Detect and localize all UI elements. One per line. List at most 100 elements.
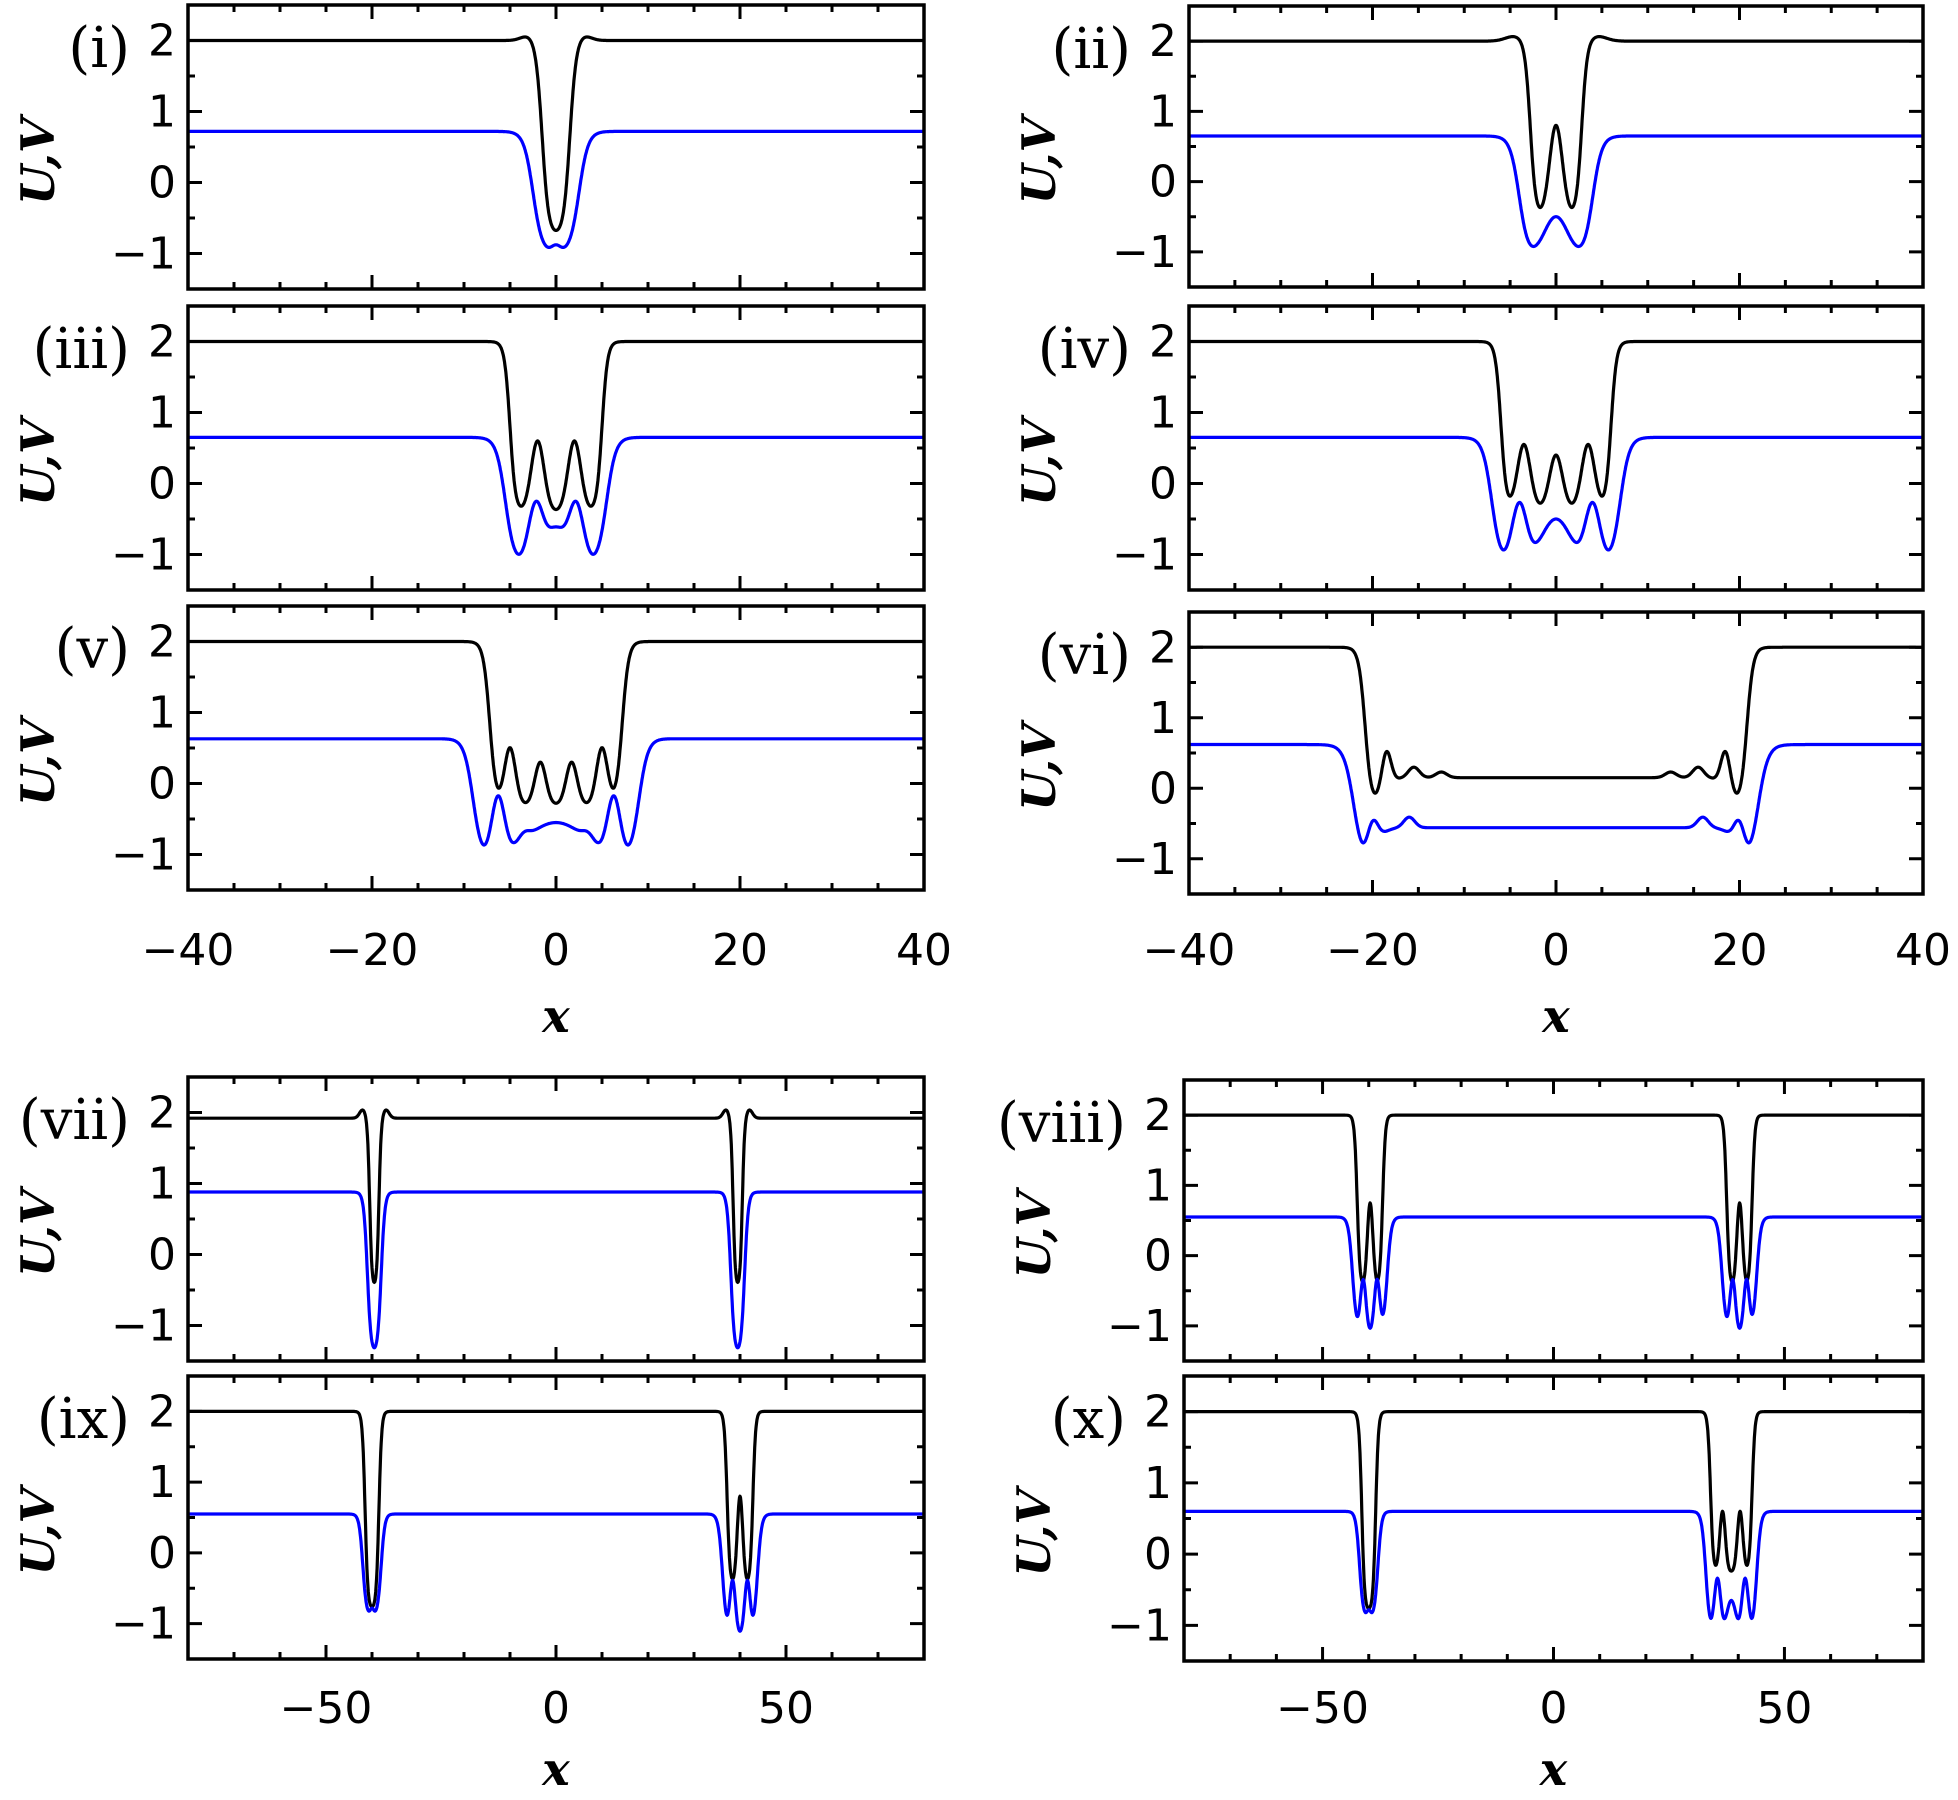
panel-label: (iv)	[1038, 317, 1131, 382]
y-tick-label: −1	[1107, 1600, 1172, 1651]
y-tick-label: −1	[111, 1599, 176, 1650]
y-tick-label: 1	[1149, 693, 1177, 744]
x-axis-label: x	[1539, 1742, 1568, 1796]
y-axis-label: U,V	[1012, 112, 1066, 204]
x-tick-label: 40	[1895, 925, 1951, 976]
y-tick-label: 2	[148, 1386, 176, 1437]
series-V-line	[188, 737, 924, 847]
y-tick-label: 1	[1144, 1160, 1172, 1211]
x-axis-label: x	[541, 989, 570, 1043]
y-tick-label: 0	[1149, 459, 1177, 510]
x-tick-label: 20	[712, 925, 768, 976]
y-tick-label: −1	[1112, 227, 1177, 278]
y-tick-label: −1	[111, 229, 176, 280]
y-axis-label: U,V	[11, 714, 65, 806]
series-U-line	[1184, 1113, 1923, 1284]
y-tick-label: 1	[148, 388, 176, 439]
y-axis-label: U,V	[1007, 1186, 1061, 1278]
panel-2: −1 0 1 2 U,V (ii)	[1012, 4, 1925, 289]
y-tick-label: 0	[1144, 1231, 1172, 1282]
y-tick-label: 2	[1144, 1387, 1172, 1438]
x-tick-label: −50	[1276, 1683, 1369, 1734]
y-axis-label: U,V	[1012, 719, 1066, 811]
y-tick-label: 0	[148, 158, 176, 209]
plot-frame	[1187, 610, 1925, 896]
y-tick-label: 2	[148, 617, 176, 668]
panel-6: −1 0 1 2 −40 −20 0 20 40 x U,V (vi)	[1012, 610, 1951, 1043]
y-axis-label: U,V	[11, 1484, 65, 1576]
series-V-line	[1184, 1509, 1923, 1621]
y-tick-label: −1	[111, 1301, 176, 1352]
x-tick-label: 20	[1712, 925, 1768, 976]
y-tick-label: 0	[1149, 157, 1177, 208]
y-tick-label: 0	[1144, 1529, 1172, 1580]
plot-frame	[186, 304, 926, 592]
y-axis-label: U,V	[1012, 414, 1066, 506]
panel-label: (v)	[55, 617, 130, 682]
y-tick-label: 2	[1149, 622, 1177, 673]
x-tick-label: −20	[326, 925, 419, 976]
y-tick-label: 0	[148, 1528, 176, 1579]
series-U-line	[188, 339, 924, 512]
y-tick-label: 2	[1149, 16, 1177, 67]
x-tick-label: −40	[142, 925, 235, 976]
y-tick-label: 0	[148, 459, 176, 510]
series-V-line	[1189, 134, 1923, 249]
plot-frame	[1182, 1374, 1925, 1663]
x-tick-label: −50	[280, 1683, 373, 1734]
series-V-line	[1184, 1215, 1923, 1330]
panel-5: −1 0 1 2 −40 −20 0 20 40 x U,V (v)	[11, 604, 952, 1043]
x-tick-label: 50	[758, 1683, 814, 1734]
series-V-line	[188, 435, 924, 556]
y-axis-label: U,V	[11, 1185, 65, 1277]
x-tick-label: 0	[542, 1683, 570, 1734]
x-tick-label: 0	[1540, 1683, 1568, 1734]
panel-3: −1 0 1 2 U,V (iii)	[11, 304, 926, 592]
series-U-line	[188, 1409, 924, 1609]
y-tick-label: 1	[148, 688, 176, 739]
x-tick-label: −20	[1326, 925, 1419, 976]
series-U-line	[1189, 339, 1923, 505]
x-tick-label: 0	[1542, 925, 1570, 976]
y-tick-label: 2	[148, 317, 176, 368]
x-tick-label: 50	[1756, 1683, 1812, 1734]
series-U-line	[188, 35, 924, 232]
panel-label: (iii)	[33, 317, 130, 382]
series-V-line	[188, 129, 924, 249]
y-tick-label: 1	[148, 1159, 176, 1210]
y-tick-label: −1	[1112, 834, 1177, 885]
series-V-line	[1189, 435, 1923, 552]
y-tick-label: 2	[148, 1088, 176, 1139]
series-U-line	[1189, 645, 1923, 795]
panel-label: (ix)	[37, 1387, 130, 1452]
panel-8: −1 0 1 2 U,V (viii)	[997, 1078, 1925, 1363]
x-tick-label: 40	[896, 925, 952, 976]
panel-label: (i)	[68, 16, 130, 81]
panel-label: (ii)	[1051, 17, 1131, 82]
series-U-line	[1189, 35, 1923, 210]
x-axis-label: x	[1541, 989, 1570, 1043]
y-tick-label: 1	[1149, 86, 1177, 137]
y-tick-label: 2	[148, 16, 176, 67]
panel-label: (x)	[1051, 1387, 1126, 1452]
y-tick-label: −1	[1107, 1301, 1172, 1352]
panel-10: −1 0 1 2 −50 0 50 x U,V (x)	[1007, 1374, 1925, 1796]
y-tick-label: 0	[148, 759, 176, 810]
series-U-line	[188, 639, 924, 805]
y-tick-label: 0	[148, 1230, 176, 1281]
series-U-line	[1184, 1410, 1923, 1611]
x-tick-label: 0	[542, 925, 570, 976]
panel-label: (vi)	[1038, 623, 1131, 688]
plot-frame	[1182, 1078, 1925, 1363]
y-tick-label: 1	[1149, 388, 1177, 439]
x-tick-label: −40	[1143, 925, 1236, 976]
y-axis-label: U,V	[1007, 1485, 1061, 1577]
panel-4: −1 0 1 2 U,V (iv)	[1012, 304, 1925, 592]
panel-label: (vii)	[19, 1088, 130, 1153]
panel-1: −1 0 1 2 U,V(i)	[11, 3, 926, 291]
series-V-line	[1189, 742, 1923, 845]
y-tick-label: 1	[148, 87, 176, 138]
y-tick-label: −1	[111, 830, 176, 881]
y-tick-label: 2	[1144, 1090, 1172, 1141]
